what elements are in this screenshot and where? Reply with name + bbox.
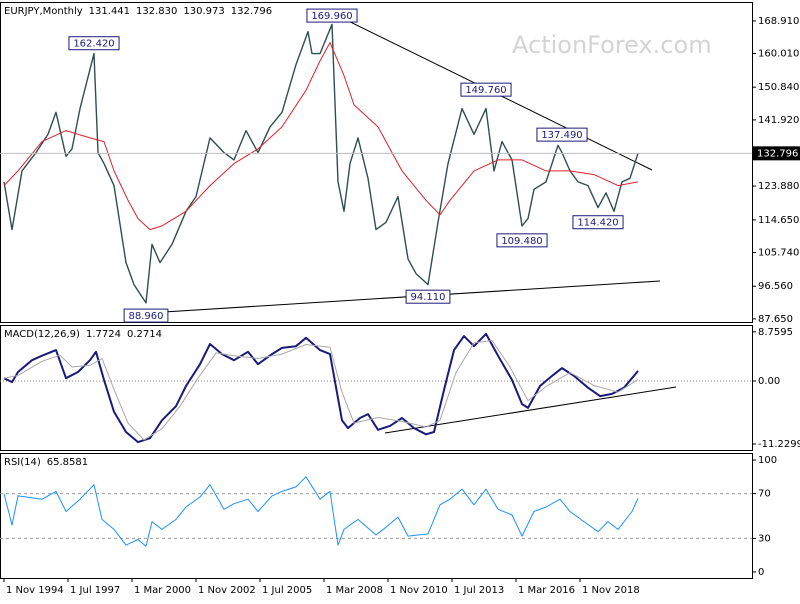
- y-tick-label: -11.2299: [758, 439, 800, 450]
- y-tick-label: 160.010: [758, 49, 799, 60]
- annotation-label: 109.480: [501, 236, 542, 247]
- annotation-box: [123, 308, 169, 323]
- annotation-box: [496, 233, 548, 248]
- panel-title: RSI(14): [4, 457, 41, 468]
- watermark: ActionForex.com: [512, 31, 712, 59]
- ohlc-value: 132.796: [231, 6, 272, 17]
- panel-title: EURJPY,Monthly: [4, 6, 83, 17]
- y-tick-label: 87.650: [758, 314, 793, 325]
- series-line: [3, 23, 639, 304]
- panel-header: EURJPY,Monthly 131.441 132.830 130.973 132.7…: [4, 6, 272, 17]
- annotation-box: [306, 8, 358, 23]
- series-line: [3, 476, 639, 547]
- y-tick-label: 0.00: [758, 376, 780, 387]
- ohlc-value: 132.830: [136, 6, 177, 17]
- x-tick-label: 1 Mar 2008: [326, 585, 383, 596]
- macd-trendline: [384, 386, 677, 434]
- annotation-box: [68, 36, 120, 51]
- x-tick-label: 1 Nov 2018: [582, 585, 640, 596]
- annotation-label: 137.490: [541, 130, 582, 141]
- support-trendline: [147, 280, 661, 314]
- y-tick-label: 123.880: [758, 181, 799, 192]
- annotation-label: 162.420: [73, 39, 114, 50]
- macd-panel-frame: [0, 325, 753, 451]
- panel-header: MACD(12,26,9) 1.7724 0.2714: [4, 329, 162, 340]
- y-tick-label: 8.7595: [758, 327, 793, 338]
- y-tick-label: 168.910: [758, 16, 799, 27]
- y-tick-label: 96.560: [758, 281, 793, 292]
- annotation-label: 149.760: [465, 85, 506, 96]
- y-tick-label: 114.650: [758, 215, 799, 226]
- annotation-label: 169.960: [311, 11, 352, 22]
- annotation-label: 114.420: [577, 218, 618, 229]
- panel-title: MACD(12,26,9): [4, 329, 80, 340]
- y-tick-label: 150.840: [758, 82, 799, 93]
- annotation-box: [460, 82, 512, 97]
- x-tick-label: 1 Nov 2002: [198, 585, 256, 596]
- x-tick-label: 1 Nov 1994: [6, 585, 64, 596]
- series-line: [3, 340, 639, 441]
- y-tick-label: 100: [758, 455, 777, 466]
- last-value: 0.2714: [127, 329, 162, 340]
- last-value: 65.8581: [47, 457, 88, 468]
- ohlc-value: 130.973: [183, 6, 224, 17]
- annotation-label: 88.960: [129, 311, 164, 322]
- x-tick-label: 1 Jul 2013: [454, 585, 504, 596]
- ohlc-value: 131.441: [89, 6, 130, 17]
- y-tick-label: 105.740: [758, 248, 799, 259]
- annotation-box: [405, 289, 451, 304]
- y-tick-label: 30: [758, 533, 771, 544]
- current-price-tag: [753, 146, 800, 161]
- x-tick-label: 1 Jul 1997: [70, 585, 120, 596]
- series-line: [3, 332, 639, 444]
- annotation-box: [536, 127, 588, 142]
- annotation-box: [572, 215, 624, 230]
- x-tick-label: 1 Mar 2000: [134, 585, 191, 596]
- x-tick-label: 1 Mar 2016: [518, 585, 575, 596]
- rsi-panel-frame: [0, 453, 753, 579]
- annotation-label: 94.110: [411, 292, 446, 303]
- x-tick-label: 1 Jul 2005: [262, 585, 312, 596]
- x-tick-label: 1 Nov 2010: [390, 585, 448, 596]
- price-panel-frame: [0, 2, 753, 323]
- series-line: [3, 42, 639, 231]
- panel-header: RSI(14) 65.8581: [4, 457, 88, 468]
- y-tick-label: 70: [758, 489, 771, 500]
- last-value: 1.7724: [86, 329, 121, 340]
- y-tick-label: 0: [758, 567, 764, 578]
- y-tick-label: 141.920: [758, 115, 799, 126]
- current-price-label: 132.796: [757, 148, 798, 159]
